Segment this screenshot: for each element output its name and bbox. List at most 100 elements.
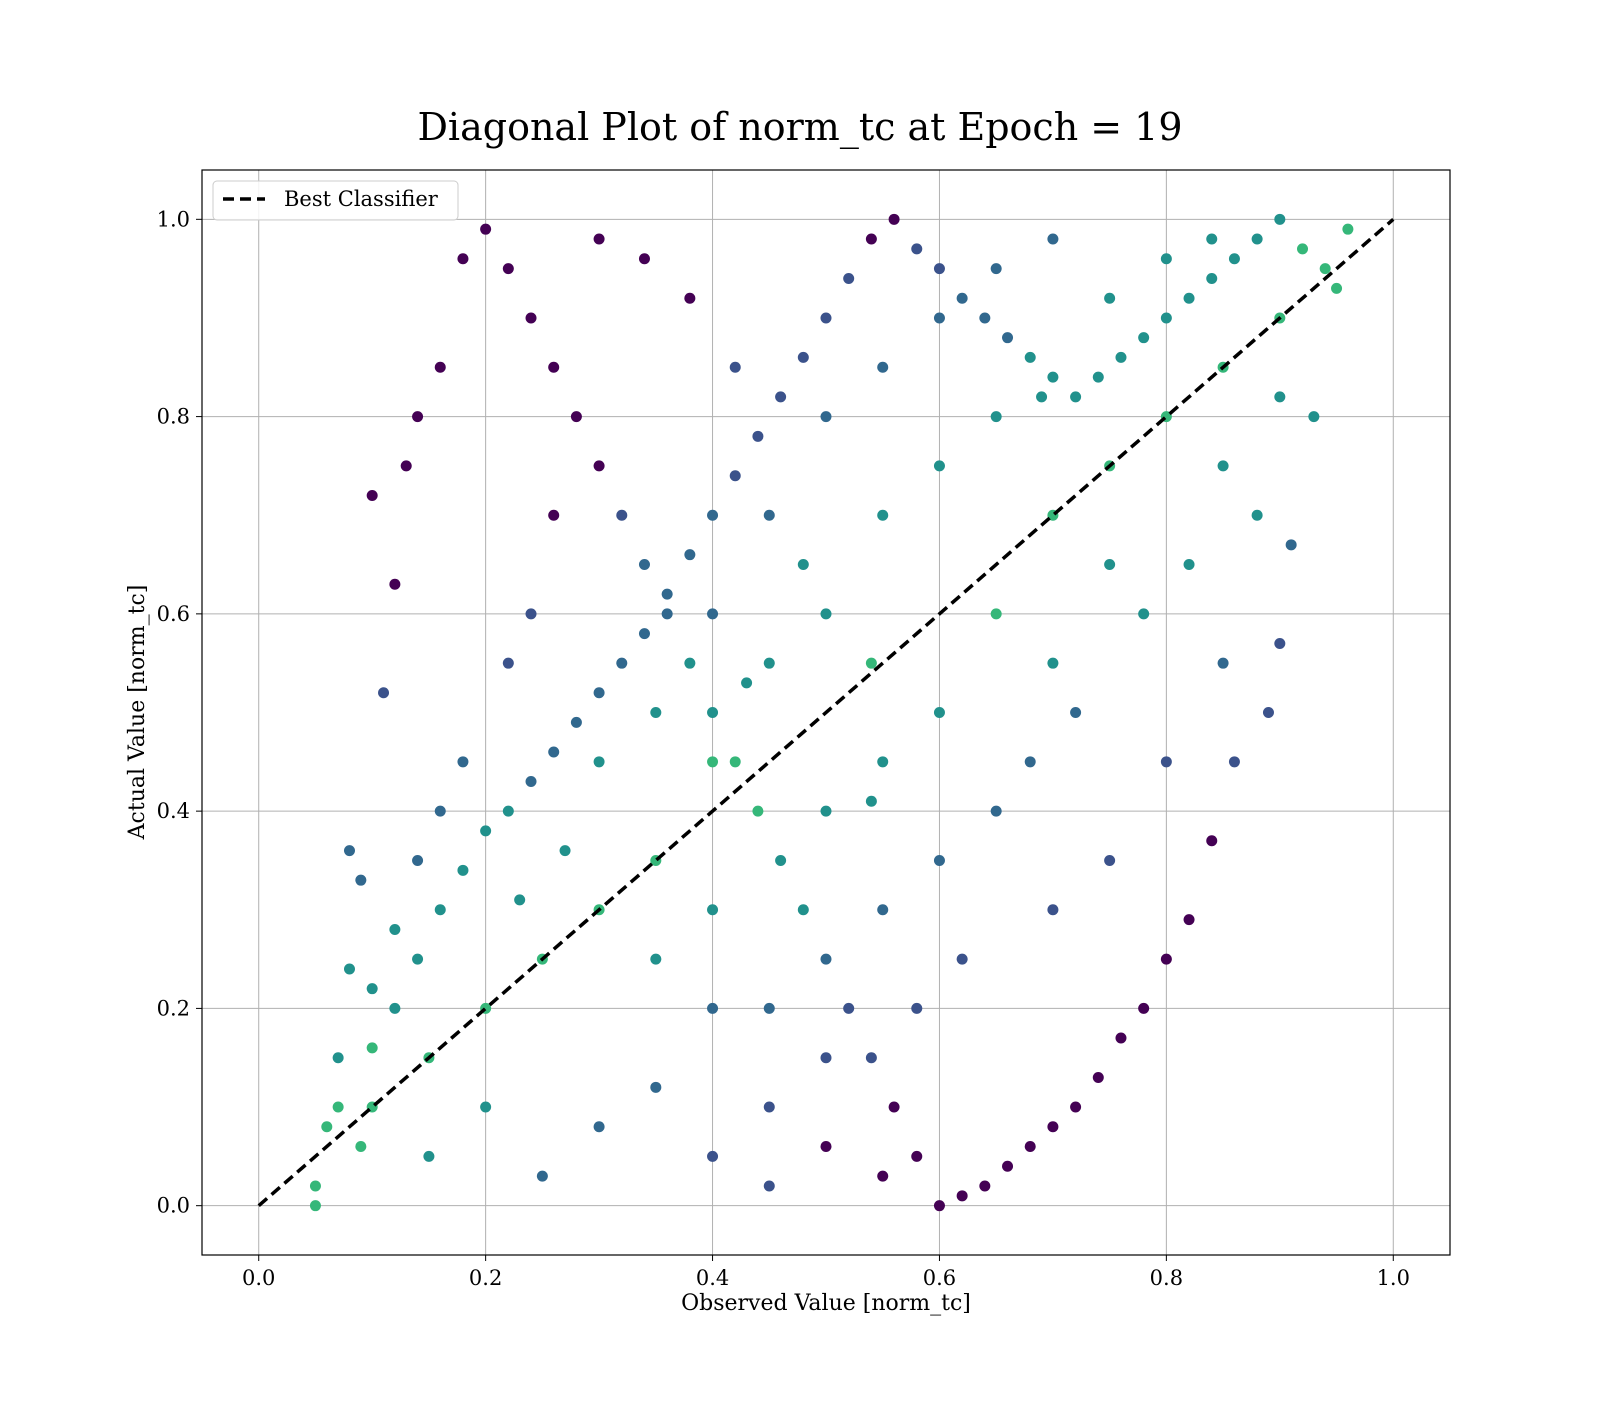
legend-label: Best Classifier [284,187,439,211]
scatter-point [502,263,514,275]
scatter-point [865,1052,877,1064]
scatter-point [1070,391,1082,403]
scatter-point [559,845,571,857]
scatter-point [763,1101,775,1113]
scatter-point [400,460,412,472]
x-tick-label: 0.6 [923,1266,956,1290]
scatter-point [616,509,628,521]
scatter-point [1251,509,1263,521]
scatter-point [707,904,719,916]
scatter-point [1183,914,1195,926]
scatter-point [525,312,537,324]
scatter-point [1297,243,1309,255]
scatter-point [1024,351,1036,363]
scatter-point [1024,756,1036,768]
scatter-point [990,263,1002,275]
scatter-point [990,411,1002,423]
scatter-point [1251,233,1263,245]
scatter-point [1274,391,1286,403]
scatter-point [1183,559,1195,571]
scatter-point [1138,332,1150,344]
scatter-point [593,233,605,245]
scatter-point [343,845,355,857]
scatter-point [1104,559,1116,571]
scatter-point [707,1150,719,1162]
scatter-point [1331,282,1343,294]
scatter-point [888,1101,900,1113]
scatter-point [820,312,832,324]
legend-box [212,180,459,221]
scatter-point [525,776,537,788]
scatter-point [525,608,537,620]
scatter-point [1342,223,1354,235]
scatter-point [707,608,719,620]
scatter-point [650,1081,662,1093]
scatter-point [1274,637,1286,649]
scatter-point [1047,371,1059,383]
scatter-point [1047,904,1059,916]
scatter-point [1070,1101,1082,1113]
scatter-point [570,716,582,728]
y-axis-ticks: 0.0 0.2 0.4 0.6 0.8 1.0 [157,207,202,1218]
plot-frame [201,169,1451,1256]
scatter-point [684,549,696,561]
y-tick-label: 0.8 [157,405,190,429]
scatter-point [355,1141,367,1152]
scatter-point [412,411,424,423]
scatter-point [1160,756,1172,768]
y-tick-label: 0.0 [157,1194,190,1218]
scatter-point [1047,233,1059,245]
scatter-point [1092,1071,1104,1083]
scatter-point [956,953,968,965]
scatter-point [797,351,809,363]
scatter-point [502,657,514,669]
scatter-point [378,687,390,699]
scatter-point [661,588,673,600]
scatter-point [684,292,696,304]
scatter-point [763,509,775,521]
scatter-point [434,805,446,817]
best-classifier-line [257,217,1395,1208]
scatter-point [650,707,662,718]
scatter-point [1274,213,1286,225]
scatter-point [797,559,809,571]
scatter-point [911,243,923,255]
scatter-point [650,953,662,965]
scatter-point [763,1002,775,1014]
x-axis-ticks: 0.0 0.2 0.4 0.6 0.8 1.0 [242,1255,1410,1290]
scatter-point [775,854,787,866]
scatter-point [638,253,650,265]
scatter-point [877,904,889,916]
scatter-point [1138,608,1150,620]
scatter-point [548,509,560,521]
scatter-point [933,263,945,275]
scatter-point [1115,1032,1127,1044]
scatter-point [480,1101,492,1113]
scatter-point [729,470,741,482]
scatter-point [865,795,877,807]
scatter-point [412,854,424,866]
scatter-point [1104,854,1116,866]
scatter-point [389,1002,401,1014]
scatter-point [820,953,832,965]
scatter-point [434,361,446,373]
scatter-point [389,578,401,590]
scatter-point [661,608,673,620]
scatter-point [933,854,945,866]
scatter-point [1308,411,1320,423]
scatter-points [309,213,1354,1212]
scatter-point [1138,1002,1150,1014]
scatter-point [1228,756,1240,768]
scatter-point [1262,707,1274,718]
scatter-point [684,657,696,669]
scatter-point [570,411,582,423]
scatter-point [820,1052,832,1064]
y-tick-label: 1.0 [157,207,190,231]
scatter-point [332,1101,344,1113]
scatter-point [593,687,605,699]
scatter-point [593,460,605,472]
scatter-point [763,1180,775,1192]
scatter-point [877,756,889,768]
scatter-point [877,361,889,373]
